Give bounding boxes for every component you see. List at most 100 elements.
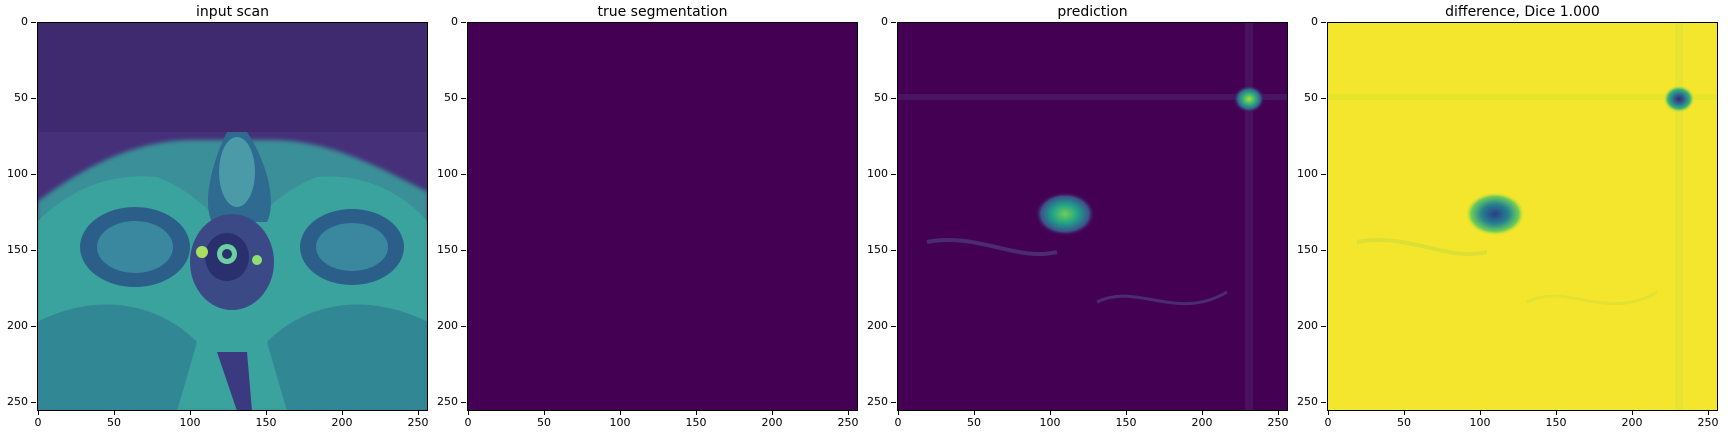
x-tick bbox=[1328, 411, 1329, 415]
y-tick-label: 200 bbox=[867, 319, 888, 332]
panel-prediction: prediction bbox=[860, 0, 1292, 432]
x-tick-label: 150 bbox=[1115, 416, 1137, 429]
y-tick bbox=[1321, 98, 1326, 99]
x-tick-label: 150 bbox=[1545, 416, 1567, 429]
x-tick bbox=[418, 411, 419, 415]
y-tick bbox=[461, 250, 466, 251]
panel-title: true segmentation bbox=[597, 4, 728, 20]
y-tick-label: 250 bbox=[867, 395, 888, 408]
y-tick bbox=[891, 22, 896, 23]
x-tick-label: 50 bbox=[107, 416, 121, 429]
panel-input-scan: input scan bbox=[0, 0, 432, 432]
y-tick-label: 150 bbox=[7, 243, 28, 256]
x-tick-label: 0 bbox=[1324, 416, 1332, 429]
x-tick bbox=[898, 411, 899, 415]
y-tick-label: 200 bbox=[1297, 319, 1318, 332]
x-tick-label: 50 bbox=[537, 416, 551, 429]
y-tick bbox=[1321, 250, 1326, 251]
x-tick-label: 0 bbox=[464, 416, 472, 429]
x-tick bbox=[1404, 411, 1405, 415]
y-tick bbox=[461, 402, 466, 403]
x-tick-label: 100 bbox=[609, 416, 631, 429]
y-tick-label: 0 bbox=[21, 15, 28, 28]
y-tick bbox=[891, 326, 896, 327]
y-tick bbox=[891, 174, 896, 175]
y-tick bbox=[1321, 402, 1326, 403]
x-tick-label: 0 bbox=[894, 416, 902, 429]
prediction-image bbox=[897, 22, 1288, 411]
y-tick-label: 250 bbox=[437, 395, 458, 408]
panel-difference: difference, Dice 1.000 bbox=[1290, 0, 1722, 432]
x-tick-label: 250 bbox=[407, 416, 429, 429]
y-tick-label: 0 bbox=[451, 15, 458, 28]
y-tick-label: 250 bbox=[1297, 395, 1318, 408]
x-tick bbox=[114, 411, 115, 415]
y-tick-label: 200 bbox=[437, 319, 458, 332]
y-tick-label: 150 bbox=[437, 243, 458, 256]
true-segmentation-image bbox=[467, 22, 858, 411]
y-tick bbox=[31, 250, 36, 251]
x-tick-label: 150 bbox=[685, 416, 707, 429]
y-tick-label: 100 bbox=[1297, 167, 1318, 180]
y-tick-label: 100 bbox=[7, 167, 28, 180]
x-tick-label: 0 bbox=[34, 416, 42, 429]
x-tick-label: 50 bbox=[1397, 416, 1411, 429]
y-tick-label: 100 bbox=[867, 167, 888, 180]
x-tick-label: 200 bbox=[331, 416, 353, 429]
x-tick-label: 250 bbox=[1697, 416, 1719, 429]
y-tick bbox=[1321, 22, 1326, 23]
y-tick bbox=[461, 22, 466, 23]
y-tick bbox=[31, 174, 36, 175]
x-tick-label: 50 bbox=[967, 416, 981, 429]
y-tick bbox=[891, 250, 896, 251]
y-tick-label: 200 bbox=[7, 319, 28, 332]
x-tick bbox=[1632, 411, 1633, 415]
x-tick bbox=[266, 411, 267, 415]
y-tick-label: 50 bbox=[874, 91, 888, 104]
x-tick bbox=[1050, 411, 1051, 415]
y-tick-label: 150 bbox=[867, 243, 888, 256]
x-tick bbox=[848, 411, 849, 415]
x-tick-label: 200 bbox=[1191, 416, 1213, 429]
input-scan-image bbox=[37, 22, 428, 411]
x-tick bbox=[974, 411, 975, 415]
y-tick bbox=[461, 98, 466, 99]
x-tick-label: 250 bbox=[837, 416, 859, 429]
x-tick bbox=[1278, 411, 1279, 415]
panel-title: difference, Dice 1.000 bbox=[1445, 4, 1600, 20]
x-tick-label: 100 bbox=[1469, 416, 1491, 429]
y-tick-label: 50 bbox=[1304, 91, 1318, 104]
y-tick bbox=[891, 98, 896, 99]
panel-title: prediction bbox=[1057, 4, 1128, 20]
panel-true-segmentation: true segmentation 0 50 100 150 200 250 0… bbox=[430, 0, 862, 432]
x-tick-label: 200 bbox=[1621, 416, 1643, 429]
x-tick bbox=[1556, 411, 1557, 415]
x-tick bbox=[772, 411, 773, 415]
y-tick bbox=[31, 22, 36, 23]
y-tick bbox=[891, 402, 896, 403]
x-tick-label: 150 bbox=[255, 416, 277, 429]
y-tick-label: 50 bbox=[444, 91, 458, 104]
x-tick bbox=[1126, 411, 1127, 415]
x-tick bbox=[544, 411, 545, 415]
x-tick-label: 200 bbox=[761, 416, 783, 429]
x-tick bbox=[696, 411, 697, 415]
y-tick-label: 0 bbox=[1311, 15, 1318, 28]
x-tick bbox=[620, 411, 621, 415]
y-tick-label: 250 bbox=[7, 395, 28, 408]
y-tick bbox=[461, 326, 466, 327]
x-tick bbox=[342, 411, 343, 415]
y-tick-label: 0 bbox=[881, 15, 888, 28]
y-tick bbox=[1321, 174, 1326, 175]
x-tick bbox=[1480, 411, 1481, 415]
x-tick bbox=[190, 411, 191, 415]
y-tick bbox=[31, 326, 36, 327]
x-tick-label: 250 bbox=[1267, 416, 1289, 429]
x-tick bbox=[468, 411, 469, 415]
y-tick-label: 150 bbox=[1297, 243, 1318, 256]
x-tick bbox=[1708, 411, 1709, 415]
y-tick-label: 100 bbox=[437, 167, 458, 180]
x-tick bbox=[1202, 411, 1203, 415]
x-tick bbox=[38, 411, 39, 415]
difference-image bbox=[1327, 22, 1718, 411]
